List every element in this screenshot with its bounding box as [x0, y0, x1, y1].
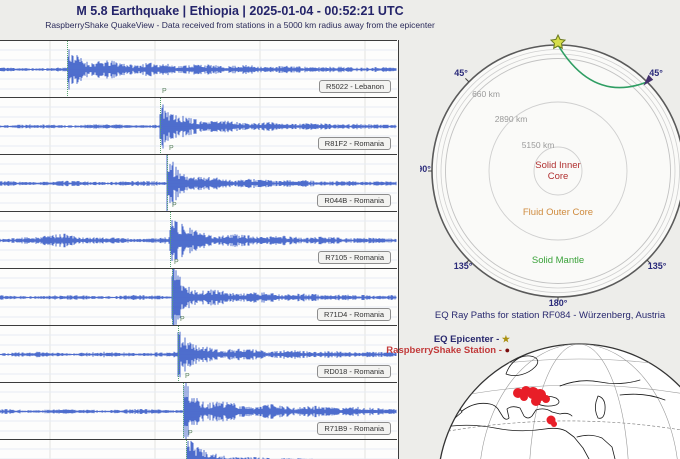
depth-2890-label: 2890 km: [495, 114, 528, 124]
inner-core-label-line1: Solid Inner: [535, 160, 580, 171]
deg-90-left-label: 90°: [420, 164, 431, 174]
coastlines: [442, 355, 673, 459]
inner-core-label-line2: Core: [548, 171, 569, 182]
station-dot: [542, 395, 550, 403]
p-arrival-marker: P: [170, 202, 177, 269]
ray-path: [557, 44, 648, 89]
station-legend-label: RaspberryShake Station -: [386, 345, 505, 356]
seismogram-row[interactable]: P RD018 - Romania: [0, 316, 397, 383]
seismogram-row[interactable]: P R044B - Romania: [0, 145, 397, 212]
page-title: M 5.8 Earthquake | Ethiopia | 2025-01-04…: [76, 4, 404, 18]
deg-135-right-label: 135°: [648, 261, 667, 271]
waveform-plot: [0, 41, 397, 98]
station-label: R71B9 - Romania: [317, 422, 391, 435]
waveform-plot: [0, 212, 397, 269]
header: M 5.8 Earthquake | Ethiopia | 2025-01-04…: [0, 0, 480, 30]
epicenter-star-glyph: ★: [501, 334, 510, 344]
station-label: RD018 - Romania: [316, 365, 391, 378]
station-label: R5022 - Lebanon: [319, 80, 391, 93]
deg-45-right-label: 45°: [649, 68, 663, 78]
station-dot-glyph: ●: [504, 345, 510, 355]
map-legend: EQ Epicenter - ★ RaspberryShake Station …: [318, 334, 510, 356]
seismogram-row[interactable]: P: [0, 430, 397, 459]
discontinuity-660-circle: [445, 58, 671, 284]
seismogram-row[interactable]: P R71D4 - Romania: [0, 259, 397, 326]
station-dot: [531, 396, 541, 406]
p-arrival-marker: P: [160, 88, 167, 155]
seismogram-panel: P R5022 - Lebanon P R81F2 - Romania P R044B -…: [0, 40, 399, 459]
p-arrival-marker: P: [67, 41, 68, 98]
p-arrival-marker: P: [186, 430, 193, 459]
p-arrival-marker: P: [172, 259, 179, 326]
p-arrival-marker: P: [178, 316, 185, 383]
p-arrival-marker: P: [183, 373, 190, 440]
station-dots-cluster: [513, 386, 557, 427]
core-mantle-boundary-circle: [488, 101, 628, 241]
inner-core-boundary-circle: [533, 146, 583, 196]
waveform-plot: [0, 155, 397, 212]
page-subtitle: RaspberryShake QuakeView - Data received…: [45, 20, 435, 30]
station-map-globe: [439, 343, 680, 459]
outer-core-label: Fluid Outer Core: [523, 207, 593, 218]
station-label: R71D4 - Romania: [316, 308, 391, 321]
epicenter-star-icon: [549, 33, 567, 50]
ray-path-diagram: 45° 45° 90° 135° 135° 180° 660 km 2890 k…: [420, 33, 680, 308]
seismogram-row[interactable]: P R81F2 - Romania: [0, 88, 397, 155]
waveform-plot: [0, 440, 397, 459]
station-label: R044B - Romania: [317, 194, 391, 207]
station-label: R7105 - Romania: [318, 251, 391, 264]
seismogram-row[interactable]: P R5022 - Lebanon: [0, 40, 397, 98]
p-arrival-marker: P: [167, 145, 174, 212]
station-marker-icon: [643, 74, 654, 86]
deg-135-left-label: 135°: [454, 261, 473, 271]
station-dot: [551, 421, 557, 427]
deg-180-label: 180°: [549, 298, 568, 308]
mantle-label: Solid Mantle: [532, 255, 584, 266]
station-label: R81F2 - Romania: [317, 137, 391, 150]
seismogram-row[interactable]: P R7105 - Romania: [0, 202, 397, 269]
waveform-plot: [0, 98, 397, 155]
depth-5150-label: 5150 km: [522, 140, 555, 150]
seismogram-row[interactable]: P R71B9 - Romania: [0, 373, 397, 440]
depth-660-label: 660 km: [472, 89, 500, 99]
epicenter-legend-label: EQ Epicenter -: [433, 334, 502, 345]
station-dot: [520, 393, 528, 401]
deg-45-left-label: 45°: [454, 68, 468, 78]
ray-diagram-caption: EQ Ray Paths for station RF084 - Würzenb…: [434, 310, 666, 321]
